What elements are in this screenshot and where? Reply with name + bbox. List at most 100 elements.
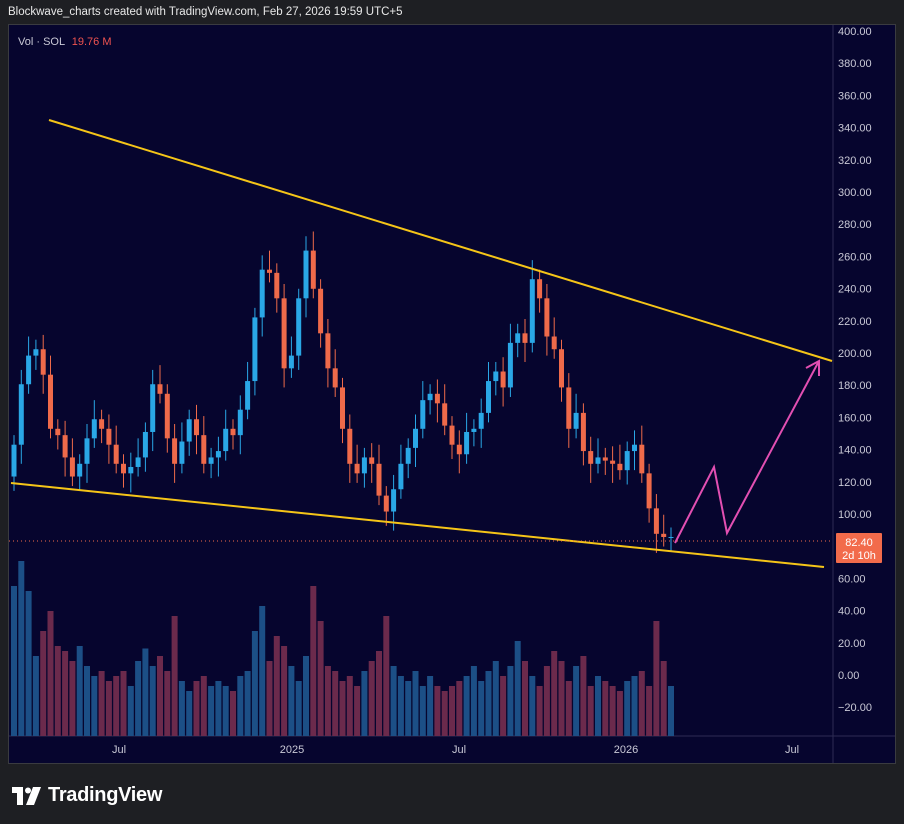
volume-bar bbox=[54, 646, 61, 736]
volume-bar bbox=[62, 651, 69, 736]
candle-body bbox=[186, 419, 192, 442]
candle-body bbox=[617, 463, 623, 471]
candle-body bbox=[288, 355, 294, 369]
volume-bar bbox=[449, 686, 455, 736]
volume-bar bbox=[565, 681, 572, 736]
volume-bar bbox=[273, 636, 280, 736]
volume-bar bbox=[186, 691, 193, 736]
volume-bar bbox=[281, 646, 288, 736]
candlestick-chart[interactable]: 400.00 380.00 360.00 340.00 320.00 300.00 280.… bbox=[9, 25, 895, 763]
candle-body bbox=[434, 393, 440, 404]
candle-body bbox=[624, 451, 630, 471]
volume-bar bbox=[463, 676, 470, 736]
candle-body bbox=[420, 400, 426, 429]
candle-body bbox=[551, 336, 557, 350]
candle-body bbox=[361, 457, 367, 474]
candle-body bbox=[325, 333, 331, 369]
candle-body bbox=[383, 495, 389, 512]
volume-bar bbox=[47, 611, 54, 736]
candle-body bbox=[303, 250, 309, 299]
volume-bar bbox=[522, 661, 528, 736]
volume-bar bbox=[354, 686, 361, 736]
volume-bar bbox=[113, 676, 120, 736]
volume-bar bbox=[32, 656, 39, 736]
volume-bar bbox=[303, 656, 309, 736]
candle-body bbox=[413, 428, 418, 448]
tradingview-brand[interactable]: TradingView bbox=[12, 784, 162, 807]
volume-bar bbox=[208, 686, 215, 736]
candle-body bbox=[142, 431, 148, 458]
candle-body bbox=[223, 428, 229, 452]
volume-bar bbox=[376, 651, 382, 736]
price-axis-tick: 400.00 bbox=[838, 26, 872, 38]
candle-body bbox=[274, 272, 280, 299]
candle-body bbox=[215, 451, 221, 458]
price-axis-tick: 200.00 bbox=[838, 348, 872, 360]
lower-trendline[interactable] bbox=[10, 482, 825, 568]
price-axis-tick: 60.00 bbox=[838, 573, 866, 585]
volume-bar bbox=[317, 621, 324, 736]
volume-bar bbox=[558, 661, 565, 736]
price-axis-tick: 340.00 bbox=[838, 123, 872, 135]
volume-bar bbox=[580, 656, 587, 736]
last-price-badge[interactable]: 82.40 2d 10h bbox=[836, 533, 882, 563]
candle-body bbox=[310, 250, 316, 289]
price-axis-tick: 40.00 bbox=[838, 606, 866, 618]
volume-bar bbox=[259, 606, 266, 736]
candle-body bbox=[91, 419, 97, 439]
candle-body bbox=[318, 288, 324, 334]
candle-body bbox=[259, 269, 265, 318]
volume-bar bbox=[84, 666, 90, 736]
volume-bar bbox=[397, 676, 404, 736]
candle-body bbox=[18, 384, 24, 445]
volume-bar bbox=[310, 586, 317, 736]
volume-bar bbox=[470, 666, 477, 736]
volume-bar bbox=[288, 666, 295, 736]
price-axis-tick: 280.00 bbox=[838, 219, 872, 231]
candle-body bbox=[26, 355, 32, 385]
candle-body bbox=[347, 428, 353, 464]
candle-body bbox=[442, 403, 448, 426]
upper-trendline[interactable] bbox=[48, 119, 833, 362]
candle-body bbox=[77, 463, 83, 477]
candle-body bbox=[398, 463, 404, 490]
volume-bar bbox=[434, 686, 441, 736]
candle-body bbox=[354, 463, 360, 474]
volume-bar bbox=[295, 681, 302, 736]
volume-bar bbox=[485, 671, 492, 736]
volume-bar bbox=[616, 691, 623, 736]
chart-frame[interactable] bbox=[8, 24, 896, 764]
volume-bar bbox=[427, 676, 434, 736]
volume-bar bbox=[492, 661, 499, 736]
volume-bar bbox=[478, 681, 485, 736]
price-axis-tick: 180.00 bbox=[838, 380, 872, 392]
candle-body bbox=[150, 384, 156, 432]
candle-body bbox=[580, 412, 586, 452]
volume-legend-value: 19.76 M bbox=[71, 36, 112, 48]
time-scale-background bbox=[9, 736, 833, 763]
candle-body bbox=[62, 435, 68, 458]
price-axis-labels: 400.00 380.00 360.00 340.00 320.00 300.00 280.… bbox=[838, 26, 872, 714]
volume-bar bbox=[587, 686, 594, 736]
volume-bar bbox=[383, 616, 390, 736]
candle-body bbox=[500, 371, 506, 388]
price-axis-tick: 360.00 bbox=[838, 90, 872, 102]
price-axis-tick: 100.00 bbox=[838, 509, 872, 521]
projection-arrowhead bbox=[805, 359, 820, 376]
volume-bar bbox=[91, 676, 98, 736]
candle-body bbox=[201, 435, 207, 464]
candle-body bbox=[507, 342, 513, 388]
candle-body bbox=[121, 463, 126, 474]
volume-bar bbox=[668, 686, 674, 736]
candle-body bbox=[179, 441, 185, 464]
candle-body bbox=[486, 381, 491, 413]
candle-body bbox=[595, 457, 601, 464]
candle-body bbox=[157, 384, 163, 394]
projection-path[interactable] bbox=[674, 360, 820, 544]
candle-body bbox=[646, 473, 652, 509]
candle-body bbox=[172, 438, 178, 464]
volume-bar bbox=[529, 676, 536, 736]
candle-body bbox=[48, 374, 53, 429]
candle-body bbox=[340, 387, 345, 429]
plot-background bbox=[9, 25, 833, 736]
